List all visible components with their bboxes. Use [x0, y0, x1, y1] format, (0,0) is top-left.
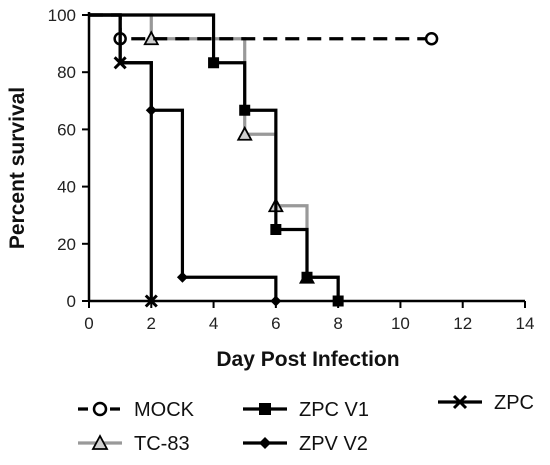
tick-labels: 0 2 4 6 8 10 12 14 0 20 40 60 80 100 [48, 6, 535, 333]
series-layer [89, 13, 439, 308]
series-zpc-v1 [89, 13, 344, 307]
y-tick-label: 0 [67, 292, 76, 311]
legend-label: TC-83 [134, 433, 190, 455]
legend-item: MOCK [78, 399, 195, 421]
legend-item: TC-83 [78, 433, 190, 455]
legend-marker [91, 434, 109, 450]
data-point [270, 224, 282, 235]
legend-marker [452, 394, 468, 410]
data-point [208, 57, 220, 69]
legend-label: ZPV V2 [299, 433, 368, 455]
data-point [239, 104, 251, 116]
legend-marker [92, 401, 108, 417]
y-tick-label: 100 [48, 6, 76, 25]
x-tick-label: 2 [147, 314, 156, 333]
data-point [176, 271, 188, 283]
series-line [89, 13, 153, 301]
y-tick-label: 40 [57, 178, 76, 197]
y-tick-label: 80 [57, 63, 76, 82]
series-line [89, 13, 432, 41]
legend-label: MOCK [134, 399, 195, 421]
x-tick-label: 8 [333, 314, 342, 333]
data-point [301, 271, 313, 283]
series-zpc [89, 13, 158, 308]
legend-label: ZPC V1 [299, 399, 369, 421]
x-tick-label: 10 [391, 314, 410, 333]
x-tick-label: 6 [271, 314, 280, 333]
series-mock [89, 13, 439, 46]
axes [82, 12, 526, 308]
x-axis-title: Day Post Infection [216, 348, 399, 371]
legend-marker [259, 403, 271, 415]
legend-marker [259, 437, 271, 449]
x-tick-label: 14 [516, 314, 535, 333]
data-point [113, 56, 127, 70]
y-tick-label: 20 [57, 235, 76, 254]
legend-label: ZPC [494, 392, 534, 414]
x-tick-label: 4 [209, 314, 218, 333]
x-tick-label: 12 [453, 314, 472, 333]
legend-item: ZPV V2 [243, 433, 368, 455]
y-axis-title: Percent survival [6, 87, 29, 249]
x-tick-label: 0 [84, 314, 93, 333]
data-point [424, 31, 439, 46]
data-point [236, 125, 253, 141]
legend-item: ZPC [438, 392, 534, 414]
series-line [89, 13, 340, 301]
legend: MOCK TC-83 ZPC V1 ZPV V2 ZPC [78, 392, 534, 455]
y-tick-label: 60 [57, 120, 76, 139]
legend-item: ZPC V1 [243, 399, 369, 421]
